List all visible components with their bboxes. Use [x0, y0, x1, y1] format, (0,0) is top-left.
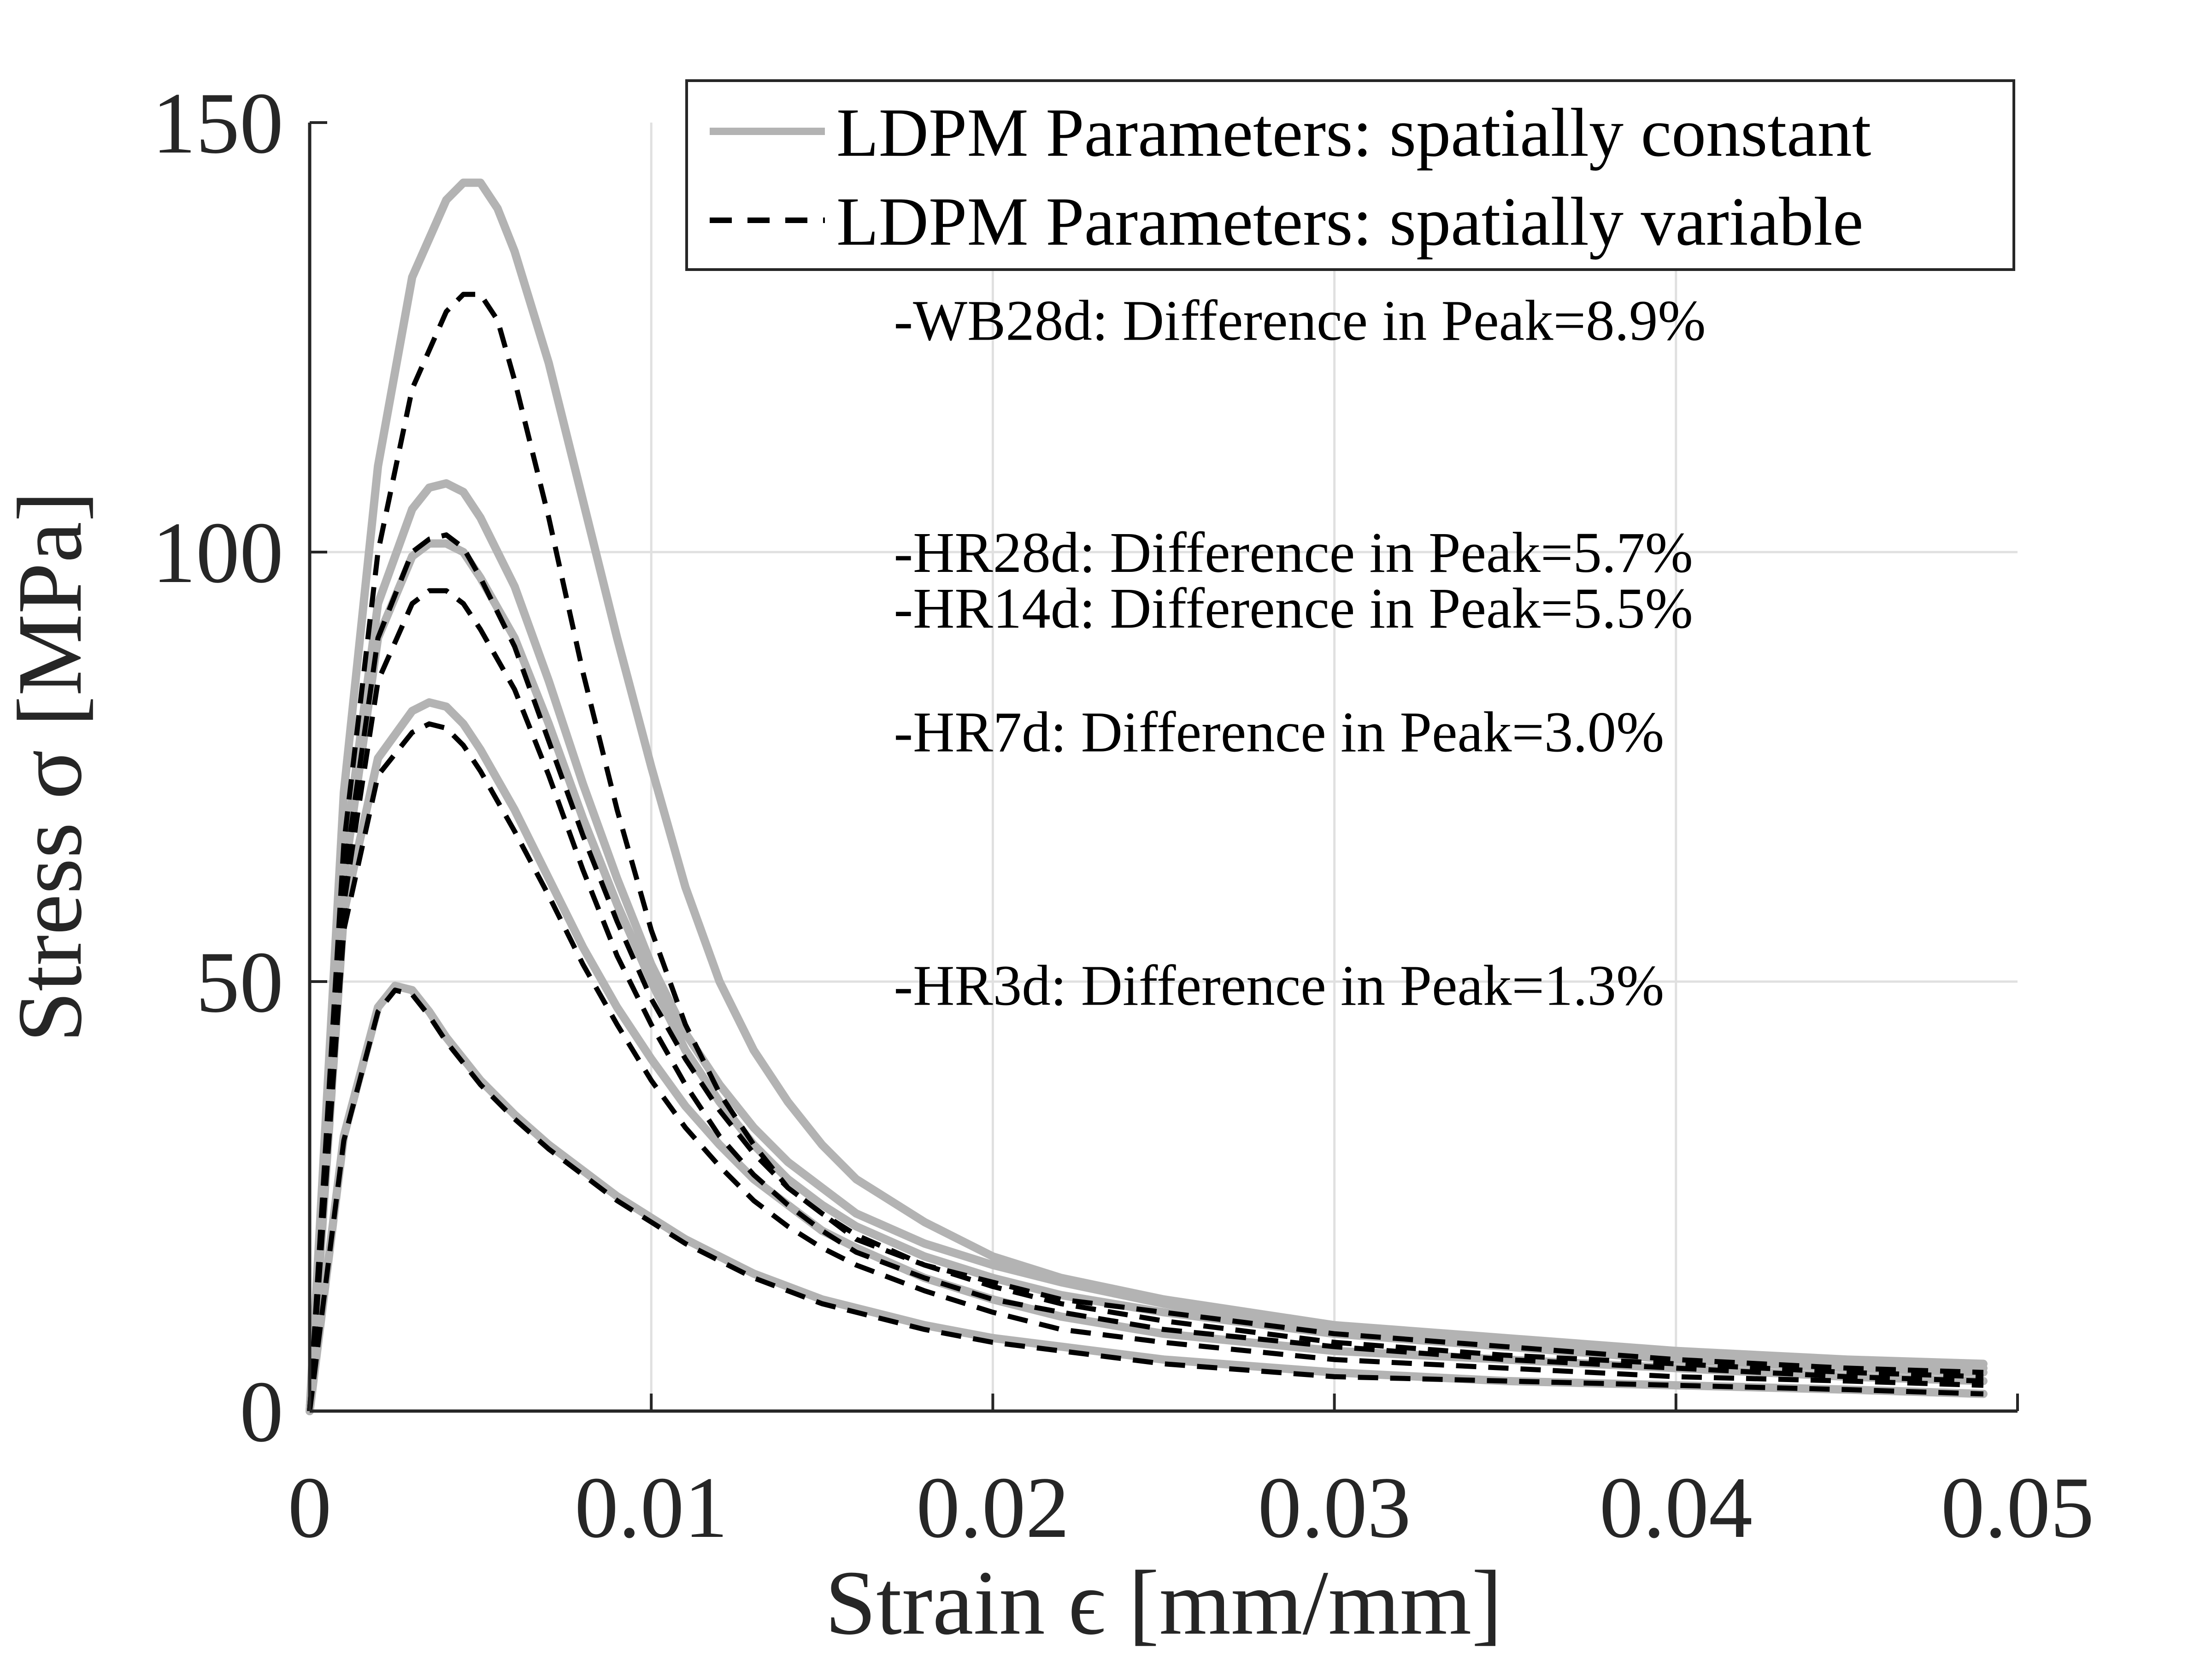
- y-tick-label: 0: [240, 1364, 283, 1460]
- x-axis-title: Strain ϵ [mm/mm]: [825, 1552, 1502, 1654]
- plot-area: [310, 123, 2018, 1411]
- series-line-hr28d-spatially-variable: [307, 532, 1984, 1412]
- x-tick-label: 0.01: [575, 1459, 728, 1556]
- y-tick-label: 50: [196, 934, 283, 1031]
- annotation-hr7d: -HR7d: Difference in Peak=3.0%: [894, 700, 1664, 764]
- legend-label-constant: LDPM Parameters: spatially constant: [836, 94, 1871, 171]
- annotation-wb28d: -WB28d: Difference in Peak=8.9%: [894, 289, 1706, 353]
- x-tick-label: 0.04: [1600, 1459, 1753, 1556]
- series-line-wb28d-spatially-variable: [307, 292, 1984, 1412]
- legend: LDPM Parameters: spatially constant LDPM…: [685, 79, 2015, 271]
- series-line-hr7d-spatially-constant: [306, 698, 1988, 1415]
- annotation-hr3d: -HR3d: Difference in Peak=1.3%: [894, 954, 1664, 1018]
- tick-marks: [308, 121, 2019, 1412]
- legend-box: [685, 79, 2015, 271]
- x-tick-label: 0: [288, 1459, 332, 1556]
- annotation-hr28d: -HR28d: Difference in Peak=5.7%: [894, 521, 1693, 585]
- annotations: -WB28d: Difference in Peak=8.9% -HR28d: D…: [894, 289, 1706, 1018]
- series-layer: [306, 178, 1988, 1415]
- x-tick-label: 0.05: [1941, 1459, 2094, 1556]
- x-tick-label: 0.02: [916, 1459, 1070, 1556]
- series-line-hr14d-spatially-variable: [307, 588, 1984, 1412]
- series-line-hr7d-spatially-variable: [307, 721, 1984, 1412]
- legend-label-variable: LDPM Parameters: spatially variable: [836, 183, 1864, 260]
- y-tick-label: 150: [152, 75, 283, 172]
- y-axis-title: Stress σ [MPa]: [0, 491, 101, 1043]
- x-tick-label: 0.03: [1258, 1459, 1411, 1556]
- series-line-hr3d-spatially-constant: [306, 982, 1988, 1415]
- series-line-hr3d-spatially-variable: [307, 988, 1984, 1412]
- annotation-hr14d: -HR14d: Difference in Peak=5.5%: [894, 577, 1693, 641]
- y-tick-labels: 0 50 100 150: [152, 75, 283, 1460]
- axes: [308, 123, 2018, 1413]
- y-tick-label: 100: [152, 505, 283, 601]
- series-line-wb28d-spatially-constant: [306, 178, 1988, 1415]
- x-tick-labels: 0 0.01 0.02 0.03 0.04 0.05: [288, 1459, 2094, 1556]
